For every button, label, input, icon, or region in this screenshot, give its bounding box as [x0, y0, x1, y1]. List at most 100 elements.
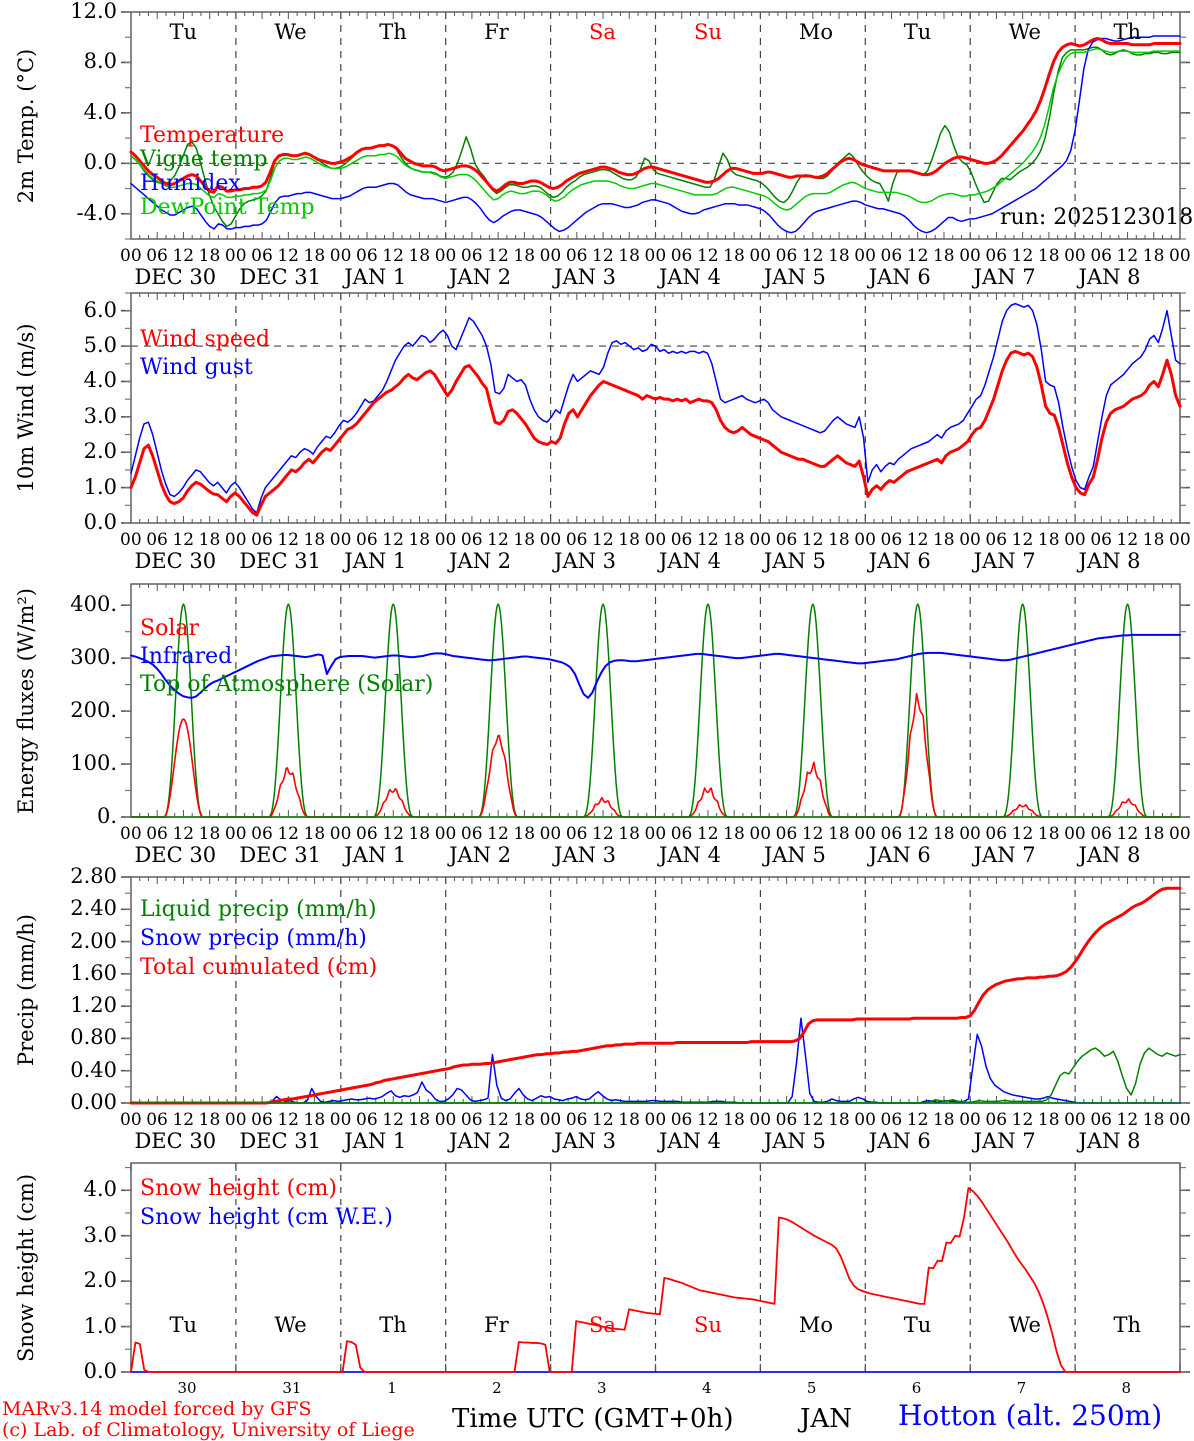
xtick-hour: 18 — [932, 246, 955, 266]
panel-energy_fluxes-ytick-4: 400. — [70, 592, 117, 617]
xtick-hour: 18 — [932, 824, 955, 844]
xtick-hour: 18 — [828, 824, 850, 844]
xtick-hour: 18 — [1037, 246, 1060, 266]
xtick-day: JAN 3 — [554, 843, 617, 867]
xtick-hour: 06 — [775, 1110, 798, 1130]
xtick-hour: 12 — [801, 824, 824, 844]
xtick-hour: 12 — [906, 530, 929, 550]
panel-temperature-ytick-4: 12.0 — [70, 0, 117, 23]
xtick-hour: 18 — [303, 246, 326, 266]
xtick-day: DEC 31 — [239, 1129, 321, 1153]
legend-wind-1: Wind gust — [140, 355, 253, 380]
xtick-hour: 00 — [1169, 246, 1191, 266]
xtick-hour: 00 — [224, 530, 247, 550]
panel-temperature-ytick-1: 0.0 — [83, 150, 117, 175]
xtick-hour: 12 — [801, 530, 824, 550]
panel-wind-ytick-3: 3.0 — [83, 403, 117, 428]
xtick-hour: 06 — [670, 1110, 693, 1130]
xtick-hour: 00 — [539, 530, 562, 550]
xtick-hour: 00 — [959, 1110, 981, 1130]
panel-snow_height-ytick-1: 1.0 — [83, 1313, 117, 1338]
snow-day-number: 8 — [1121, 1379, 1132, 1397]
panel-wind-ytick-5: 5.0 — [83, 333, 117, 358]
xtick-hour: 18 — [1142, 246, 1165, 266]
xtick-hour: 06 — [146, 530, 168, 550]
xtick-hour: 06 — [565, 530, 588, 550]
xtick-day: JAN 4 — [658, 549, 721, 573]
xtick-day: JAN 3 — [554, 1129, 617, 1153]
legend-temperature-2: Humidex — [140, 171, 241, 196]
xtick-hour: 06 — [1090, 1110, 1112, 1130]
xtick-day: JAN 3 — [554, 265, 617, 289]
xtick-hour: 00 — [224, 1110, 247, 1130]
legend-snow_height-0: Snow height (cm) — [140, 1176, 337, 1201]
xtick-hour: 06 — [880, 1110, 903, 1130]
dow-label: We — [1008, 20, 1041, 44]
xtick-hour: 06 — [146, 246, 168, 266]
xtick-hour: 00 — [224, 246, 247, 266]
xaxis-month: JAN — [800, 1404, 852, 1434]
xtick-day: DEC 31 — [239, 265, 321, 289]
xtick-hour: 18 — [932, 1110, 955, 1130]
xtick-hour: 18 — [408, 530, 431, 550]
xtick-hour: 00 — [120, 1110, 142, 1130]
xtick-hour: 06 — [985, 824, 1008, 844]
xtick-hour: 18 — [1142, 824, 1165, 844]
xtick-hour: 06 — [565, 824, 588, 844]
panel-wind-ytick-0: 0.0 — [83, 510, 117, 534]
legend-temperature-0: Temperature — [140, 123, 285, 148]
panel-precip-ytick-0: 0.00 — [70, 1090, 117, 1114]
xtick-day: JAN 2 — [449, 549, 512, 573]
panel-temperature-ytick-3: 8.0 — [83, 49, 117, 74]
xtick-hour: 06 — [775, 246, 798, 266]
dow-label: We — [1008, 1313, 1041, 1337]
xtick-day: JAN 4 — [658, 1129, 721, 1153]
dow-label: Th — [379, 1313, 407, 1337]
panel-wind-ytick-4: 4.0 — [83, 368, 117, 393]
snow-day-number: 31 — [282, 1379, 302, 1397]
xtick-hour: 18 — [408, 824, 431, 844]
xtick-day: JAN 4 — [658, 843, 721, 867]
xtick-hour: 00 — [959, 246, 981, 266]
panel-energy_fluxes-ytick-1: 100. — [70, 751, 117, 776]
xtick-hour: 18 — [828, 246, 850, 266]
location-label: Hotton (alt. 250m) — [898, 1399, 1163, 1432]
panel-temperature-ytick-2: 4.0 — [83, 99, 117, 124]
xtick-hour: 12 — [487, 530, 509, 550]
snow-day-number: 2 — [492, 1379, 502, 1397]
xtick-hour: 06 — [460, 246, 483, 266]
xtick-day: JAN 6 — [868, 549, 931, 573]
dow-label: Tu — [903, 20, 932, 44]
xtick-hour: 12 — [592, 246, 614, 266]
xtick-hour: 00 — [329, 1110, 352, 1130]
xtick-hour: 00 — [749, 824, 772, 844]
dow-label: Su — [693, 1313, 722, 1337]
xtick-hour: 00 — [749, 246, 772, 266]
xtick-hour: 06 — [251, 246, 273, 266]
xtick-hour: 00 — [854, 246, 876, 266]
xtick-hour: 00 — [329, 530, 352, 550]
dow-label: We — [274, 20, 307, 44]
xtick-hour: 00 — [224, 824, 247, 844]
xtick-hour: 12 — [1116, 1110, 1139, 1130]
legend-energy_fluxes-0: Solar — [140, 616, 199, 641]
legend-temperature-3: DewPoint Temp — [140, 195, 315, 220]
xtick-hour: 18 — [618, 246, 640, 266]
xtick-hour: 12 — [801, 1110, 824, 1130]
xtick-hour: 00 — [539, 824, 562, 844]
xtick-day: JAN 6 — [868, 265, 931, 289]
snow-day-number: 7 — [1016, 1379, 1027, 1397]
xtick-day: JAN 7 — [973, 265, 1036, 289]
xtick-day: JAN 1 — [344, 843, 407, 867]
xtick-day: DEC 31 — [239, 843, 321, 867]
xtick-day: JAN 1 — [344, 1129, 407, 1153]
xtick-hour: 18 — [513, 1110, 536, 1130]
xtick-hour: 12 — [277, 824, 299, 844]
xtick-hour: 00 — [854, 824, 876, 844]
xtick-hour: 00 — [1169, 1110, 1191, 1130]
snow-day-number: 1 — [387, 1379, 397, 1397]
xtick-hour: 12 — [696, 530, 719, 550]
panel-wind-ytick-2: 2.0 — [83, 439, 117, 464]
xtick-hour: 12 — [487, 246, 509, 266]
panel-precip-ytick-4: 1.60 — [70, 960, 117, 985]
